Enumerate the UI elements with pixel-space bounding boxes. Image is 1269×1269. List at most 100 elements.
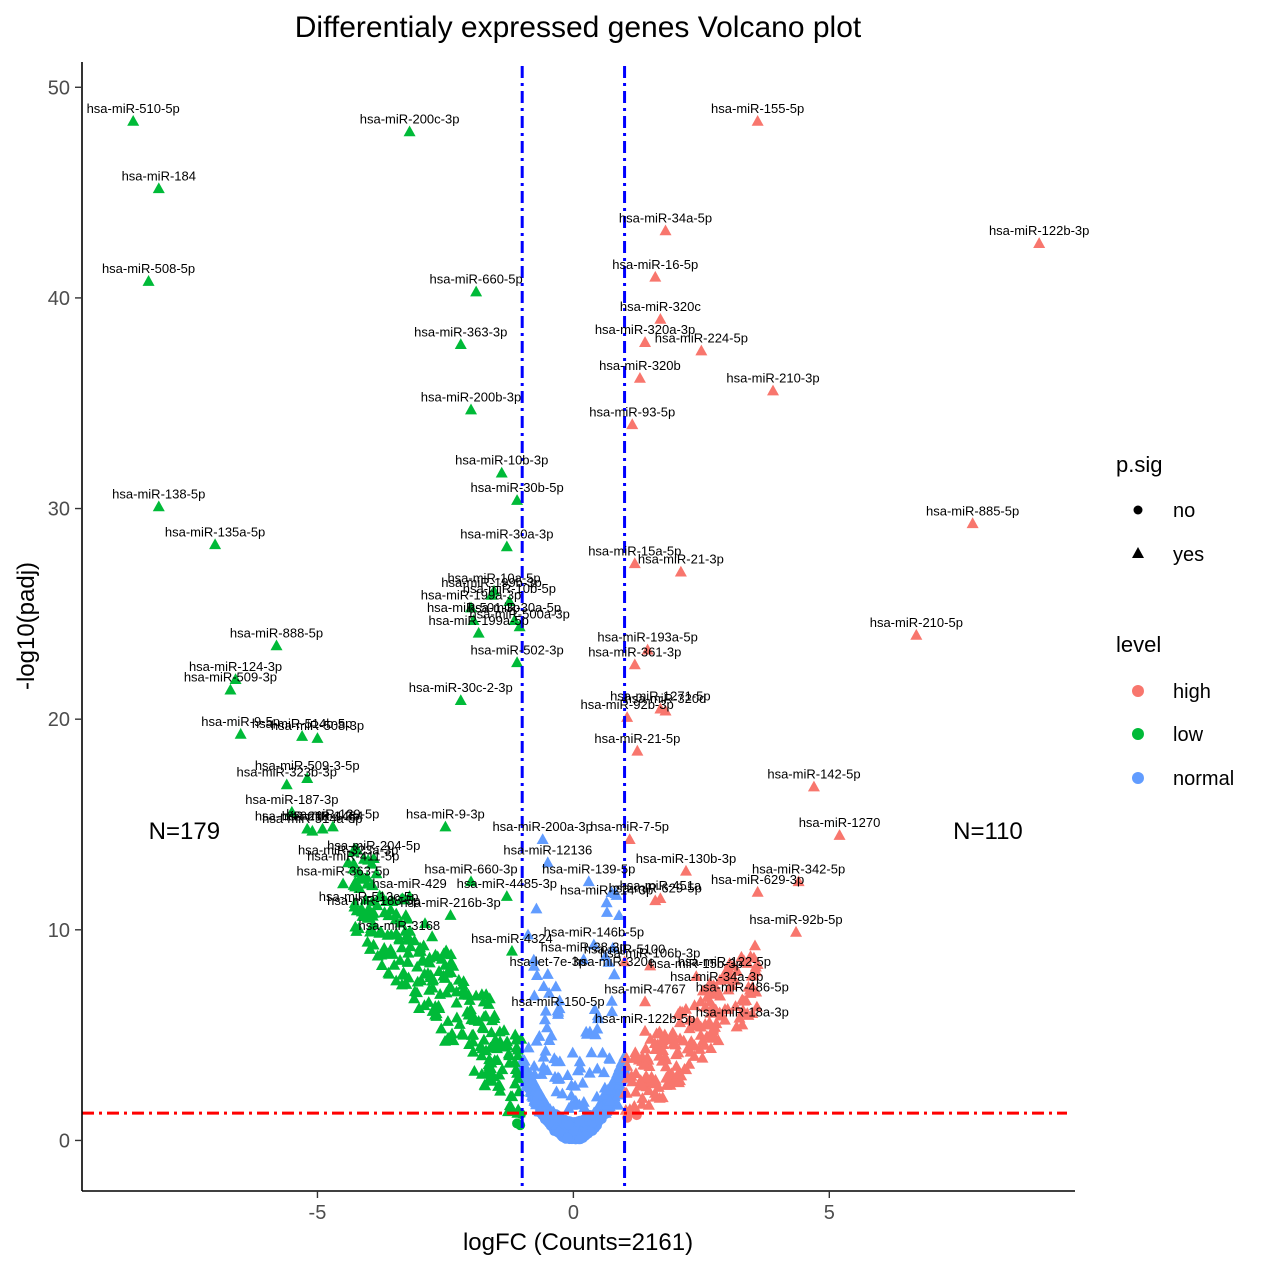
data-point-normal: [554, 1127, 565, 1138]
data-point-low: [465, 601, 478, 613]
data-point-normal: [587, 938, 600, 950]
point-label: hsa-miR-361-3p: [588, 644, 681, 659]
point-label: hsa-miR-30b-5p: [470, 480, 563, 495]
data-point-low: [388, 958, 401, 970]
data-point-low: [479, 1009, 492, 1021]
data-point-normal: [553, 1072, 566, 1084]
point-label: hsa-miR-210-3p: [726, 371, 819, 386]
data-point-low: [371, 949, 384, 961]
data-point-high: [704, 995, 717, 1007]
data-point-normal: [539, 1004, 552, 1016]
data-point-low: [393, 932, 406, 944]
data-point-normal: [600, 906, 613, 917]
point-label: hsa-miR-660-5p: [430, 272, 523, 287]
data-point-high: [660, 1079, 673, 1090]
data-point-normal: [528, 1059, 541, 1071]
point-label: hsa-miR-138-5p: [112, 486, 205, 501]
point-label: hsa-miR-320e: [574, 954, 656, 969]
data-point-low: [403, 924, 416, 936]
point-label: hsa-miR-142-5p: [767, 767, 860, 782]
point-label: hsa-miR-320a-3p: [595, 322, 695, 337]
data-point-low: [375, 959, 388, 970]
data-point-normal: [590, 1090, 603, 1102]
data-point-low: [347, 862, 360, 874]
data-point-low: [466, 1035, 479, 1047]
point-label: hsa-miR-200c-3p: [360, 112, 460, 127]
point-label: hsa-miR-210-5p: [870, 615, 963, 630]
data-point-normal: [578, 1101, 591, 1113]
data-point-low: [353, 882, 366, 893]
data-point-high: [672, 1046, 685, 1058]
data-point-low: [383, 967, 396, 979]
point-label: hsa-miR-411-5p: [307, 849, 399, 864]
data-point-low: [450, 985, 463, 997]
data-point-high: [674, 565, 687, 577]
data-point-normal: [562, 1132, 573, 1143]
point-label: hsa-miR-3168: [359, 918, 441, 933]
data-point-low: [396, 968, 409, 980]
data-point-high: [631, 744, 644, 756]
data-point-normal: [600, 896, 613, 908]
data-point-high: [648, 1037, 661, 1049]
point-label: hsa-miR-9-5p: [201, 714, 280, 729]
data-point-high: [710, 982, 723, 994]
data-point-normal: [599, 950, 612, 962]
data-point-high: [767, 384, 780, 396]
data-point-high: [966, 517, 979, 529]
point-label: hsa-miR-15a-5p: [588, 543, 681, 558]
x-tick-label: 5: [824, 1202, 835, 1224]
data-point-normal: [549, 1113, 560, 1124]
point-label: hsa-miR-155-5p: [711, 101, 804, 116]
data-point-low: [411, 960, 424, 972]
data-point-low: [511, 1049, 524, 1061]
data-point-normal: [591, 1009, 604, 1021]
data-point-low: [439, 820, 452, 832]
data-point-low: [477, 995, 490, 1007]
data-point-low: [355, 905, 368, 917]
data-point-normal: [583, 1066, 596, 1078]
data-point-normal: [606, 1005, 619, 1017]
data-point-normal: [530, 969, 543, 980]
data-point-low: [301, 772, 314, 783]
data-point-normal: [556, 1087, 569, 1099]
data-point-low: [468, 1064, 481, 1076]
data-point-low: [453, 1018, 466, 1029]
data-point-normal: [573, 1055, 586, 1067]
x-tick-label: -5: [309, 1202, 327, 1224]
data-point-high: [790, 925, 803, 937]
data-point-high: [741, 1007, 754, 1018]
point-label: hsa-miR-15b-3p: [650, 956, 743, 971]
data-point-low: [447, 960, 460, 971]
data-point-low: [348, 842, 361, 854]
point-label: hsa-miR-9-3p: [406, 807, 485, 822]
data-point-high: [751, 114, 764, 126]
data-point-low: [412, 946, 425, 957]
point-label: hsa-miR-4485-3p: [457, 876, 557, 891]
data-point-high: [679, 864, 692, 876]
data-point-normal: [530, 902, 543, 914]
data-point-low: [509, 1063, 522, 1075]
data-point-low: [511, 494, 524, 505]
data-point-high: [712, 1034, 725, 1046]
point-label: hsa-miR-199b-3p: [441, 575, 541, 590]
data-point-low: [450, 1011, 463, 1023]
data-point-normal: [535, 1068, 548, 1079]
data-point-normal: [591, 1022, 604, 1034]
point-label: hsa-miR-188-5p: [327, 893, 420, 908]
data-point-high: [639, 1024, 652, 1036]
data-point-high: [792, 875, 805, 887]
x-axis-title: logFC (Counts=2161): [463, 1229, 693, 1256]
data-point-high: [636, 1092, 649, 1103]
point-label: hsa-miR-320b: [599, 358, 681, 373]
point-label: hsa-miR-363-3p: [414, 324, 507, 339]
point-label: hsa-miR-320d: [625, 691, 707, 706]
point-label: hsa-miR-429: [372, 876, 446, 891]
point-label: hsa-miR-34a-3p: [670, 969, 763, 984]
legend-low-swatch: [1132, 728, 1144, 740]
point-label: hsa-miR-92b-5p: [749, 912, 842, 927]
data-point-high: [660, 1071, 673, 1083]
data-point-low: [349, 875, 362, 887]
data-point-low: [367, 852, 380, 863]
data-point-high: [751, 958, 764, 969]
data-point-low: [390, 907, 403, 919]
